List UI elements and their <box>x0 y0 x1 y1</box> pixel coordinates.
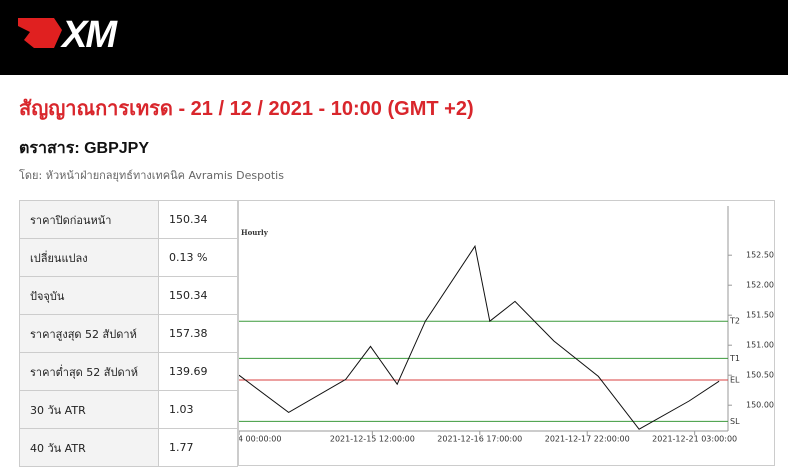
value-cell: 139.69 <box>158 352 238 391</box>
label-cell: ราคาสูงสุด 52 สัปดาห์ <box>19 314 159 353</box>
x-tick-label: 2021-12-14 00:00:00 <box>238 435 281 444</box>
table-row: 30 วัน ATR 1.03 <box>19 390 238 429</box>
label-cell: 30 วัน ATR <box>19 390 159 429</box>
x-tick-label: 2021-12-16 17:00:00 <box>437 435 522 444</box>
stats-table: ราคาปิดก่อนหน้า 150.34 เปลี่ยนแปลง 0.13 % ปั… <box>19 200 238 467</box>
header-bar: XM <box>0 0 788 75</box>
label-cell: ราคาต่ำสุด 52 สัปดาห์ <box>19 352 159 391</box>
table-row: 40 วัน ATR 1.77 <box>19 428 238 467</box>
chart: Hourly 150.00 150.50 151.00 151.50 152.00 152… <box>238 200 775 466</box>
x-tick-label: 2021-12-17 22:00:00 <box>545 435 630 444</box>
label-cell: ปัจจุบัน <box>19 276 159 315</box>
price-line <box>239 244 720 430</box>
y-tick-label: 150.50 <box>746 371 774 380</box>
logo-icon <box>18 18 62 48</box>
table-row: ปัจจุบัน 150.34 <box>19 276 238 315</box>
chart-title: Hourly <box>241 228 269 237</box>
table-row: ราคาต่ำสุด 52 สัปดาห์ 139.69 <box>19 352 238 391</box>
level-label: T2 <box>729 317 740 326</box>
label-cell: ราคาปิดก่อนหน้า <box>19 200 159 239</box>
value-cell: 1.03 <box>158 390 238 429</box>
level-label: EL <box>730 376 740 385</box>
value-cell: 150.34 <box>158 276 238 315</box>
value-cell: 0.13 % <box>158 238 238 277</box>
y-tick-label: 151.00 <box>746 341 774 350</box>
table-row: เปลี่ยนแปลง 0.13 % <box>19 238 238 277</box>
byline: โดย: หัวหน้าฝ่ายกลยุทธ์ทางเทคนิค Avramis… <box>19 169 284 182</box>
label-cell: 40 วัน ATR <box>19 428 159 467</box>
value-cell: 157.38 <box>158 314 238 353</box>
y-tick-label: 152.50 <box>746 251 774 260</box>
value-cell: 150.34 <box>158 200 238 239</box>
page-title: สัญญาณการเทรด - 21 / 12 / 2021 - 10:00 (… <box>19 98 474 120</box>
table-row: ราคาปิดก่อนหน้า 150.34 <box>19 200 238 239</box>
instrument: ตราสาร: GBPJPY <box>19 140 149 157</box>
x-tick-label: 2021-12-21 03:00:00 <box>652 435 737 444</box>
value-cell: 1.77 <box>158 428 238 467</box>
level-label: SL <box>730 417 740 426</box>
y-tick-label: 150.00 <box>746 401 774 410</box>
y-tick-label: 151.50 <box>746 311 774 320</box>
y-tick-label: 152.00 <box>746 281 774 290</box>
x-tick-label: 2021-12-15 12:00:00 <box>330 435 415 444</box>
level-label: T1 <box>729 354 740 363</box>
logo[interactable]: XM <box>62 14 117 56</box>
label-cell: เปลี่ยนแปลง <box>19 238 159 277</box>
table-row: ราคาสูงสุด 52 สัปดาห์ 157.38 <box>19 314 238 353</box>
